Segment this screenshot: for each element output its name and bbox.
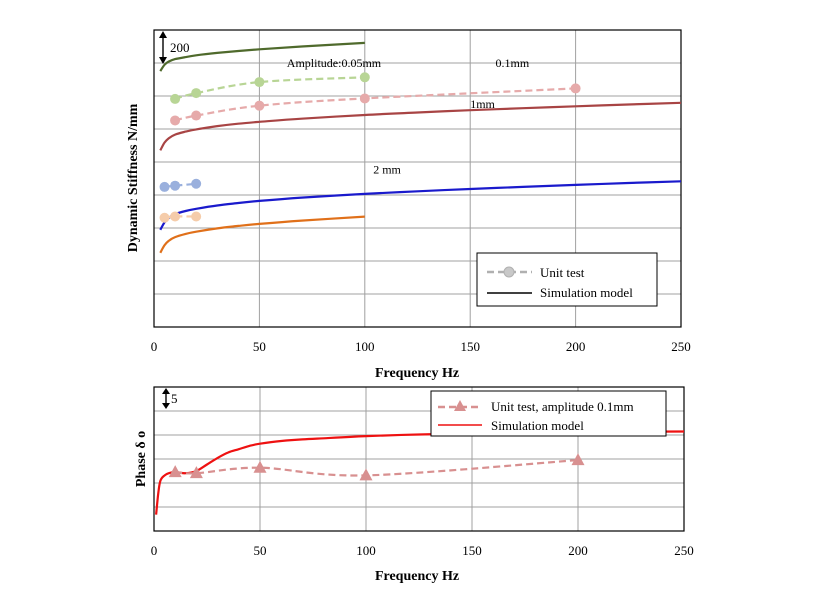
stiffness-test-point (159, 181, 170, 192)
phase-x-tick-label: 50 (254, 543, 267, 558)
stiffness-test-point (170, 93, 181, 104)
phase-legend-label-sim: Simulation model (491, 418, 584, 433)
phase-scale-bar: 5 (162, 388, 178, 409)
stiffness-test-point (191, 178, 202, 189)
stiffness-y-axis-label: Dynamic Stiffness N/mm (126, 103, 141, 252)
stiffness-test-point (359, 72, 370, 83)
stiffness-annotations: Amplitude:0.05mm 0.1mm 1mm 2 mm (287, 56, 530, 176)
phase-x-tick-label: 150 (462, 543, 482, 558)
stiffness-sim-line (159, 180, 682, 231)
stiffness-sim-line (159, 215, 365, 254)
stiffness-test-point (191, 110, 202, 121)
phase-x-tick-label: 100 (356, 543, 376, 558)
stiffness-test-point (170, 180, 181, 191)
phase-test-line (175, 459, 579, 477)
phase-scale-bar-label: 5 (171, 391, 178, 406)
stiffness-annotation: 0.1mm (495, 56, 529, 70)
phase-x-tick-label: 0 (151, 543, 158, 558)
phase-y-axis-label: Phase δ o (134, 431, 149, 487)
stiffness-legend-label-sim: Simulation model (540, 285, 633, 300)
stiffness-x-tick-label: 250 (671, 339, 691, 354)
stiffness-test-point (191, 88, 202, 99)
stiffness-x-tick-label: 150 (460, 339, 480, 354)
stiffness-x-tick-label: 100 (355, 339, 375, 354)
stiffness-sim-line (159, 101, 682, 151)
phase-test-point (253, 460, 267, 473)
stiffness-legend-label-test: Unit test (540, 265, 585, 280)
stiffness-x-tick-label: 50 (253, 339, 266, 354)
stiffness-scale-bar: 200 (159, 31, 190, 64)
phase-test-point (571, 453, 585, 466)
phase-x-axis-label: Frequency Hz (375, 569, 459, 584)
stiffness-test-point (170, 115, 181, 126)
phase-test-point (168, 465, 182, 478)
stiffness-legend-test-marker (503, 266, 515, 278)
stiffness-scale-bar-label: 200 (170, 40, 190, 55)
phase-legend: Unit test, amplitude 0.1mm Simulation mo… (430, 390, 667, 437)
stiffness-test-point (170, 211, 181, 222)
stiffness-test-point (570, 83, 581, 94)
stiffness-test-point (254, 77, 265, 88)
stiffness-annotation: Amplitude:0.05mm (287, 56, 382, 70)
stiffness-sim-line (159, 41, 365, 72)
phase-chart: 5 0 50 100 150 200 250 Frequency Hz Phase δ o… (134, 386, 694, 584)
stiffness-x-axis-label: Frequency Hz (375, 366, 459, 381)
stiffness-x-ticks: 0 50 100 150 200 250 (151, 339, 691, 354)
stiffness-test-line (174, 76, 365, 100)
stiffness-test-point (159, 212, 170, 223)
phase-test-point (189, 466, 203, 479)
stiffness-legend: Unit test Simulation model (476, 252, 658, 307)
phase-x-ticks: 0 50 100 150 200 250 (151, 543, 694, 558)
stiffness-test-line (174, 87, 576, 122)
phase-plot-frame (153, 386, 685, 532)
phase-x-tick-label: 250 (674, 543, 694, 558)
stiffness-annotation: 1mm (470, 97, 495, 111)
stiffness-chart: 200 Amplitude:0.05mm 0.1mm 1mm 2 mm 0 50 100 1… (126, 29, 691, 381)
stiffness-x-tick-label: 200 (566, 339, 586, 354)
stiffness-curves (159, 41, 682, 254)
stiffness-test-point (359, 93, 370, 104)
phase-x-tick-label: 200 (568, 543, 588, 558)
stiffness-test-point (254, 100, 265, 111)
stiffness-plot-frame (153, 29, 682, 328)
phase-legend-label-test: Unit test, amplitude 0.1mm (491, 399, 634, 414)
phase-legend-test-marker (454, 400, 466, 411)
stiffness-test-points (159, 72, 581, 223)
stiffness-annotation: 2 mm (373, 162, 401, 176)
stiffness-test-point (191, 211, 202, 222)
stiffness-x-tick-label: 0 (151, 339, 158, 354)
phase-curves (155, 430, 685, 515)
phase-test-point (359, 468, 373, 481)
